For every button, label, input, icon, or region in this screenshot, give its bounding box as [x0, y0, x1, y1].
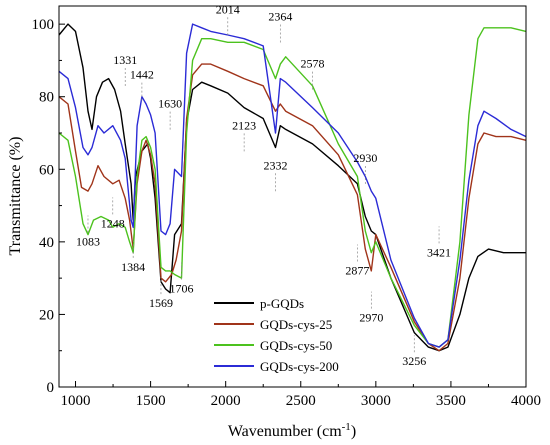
axes-layer	[58, 5, 527, 388]
peak-label: 2014	[216, 2, 240, 16]
peak-label: 2123	[232, 118, 256, 132]
peak-label: 1706	[170, 282, 194, 296]
y-tick-label: 100	[32, 17, 55, 33]
legend-label: GQDs-cys-25	[260, 317, 332, 332]
peak-label: 2930	[353, 151, 377, 165]
peak-label: 2332	[264, 158, 288, 172]
y-tick-label: 20	[39, 307, 54, 323]
series-layer	[58, 23, 527, 352]
peak-label: 2970	[359, 311, 383, 325]
legend: p-GQDs GQDs-cys-25 GQDs-cys-50 GQDs-cys-200	[214, 296, 339, 374]
legend-label: GQDs-cys-50	[260, 338, 332, 353]
x-tick-label: 3000	[361, 393, 391, 409]
ticks-layer: 1000 1500 2000 2500 3000 3500 4000 0 20 40 60 80 100	[32, 17, 542, 409]
series-line-4	[58, 23, 527, 348]
peak-label: 1569	[149, 296, 173, 310]
x-tick-label: 1500	[136, 393, 166, 409]
plot-frame	[58, 5, 527, 388]
x-tick-label: 1000	[61, 393, 91, 409]
y-axis-title: Transmittance (%)	[7, 137, 24, 256]
peak-label: 1331	[113, 53, 137, 67]
series-line-2	[58, 63, 527, 352]
peak-label: 2877	[345, 264, 369, 278]
peak-label: 1384	[121, 260, 145, 274]
peak-label: 1248	[101, 216, 125, 230]
x-tick-label: 4000	[511, 393, 541, 409]
y-tick-label: 60	[39, 162, 54, 178]
peak-label: 2578	[300, 57, 324, 71]
legend-label: p-GQDs	[260, 296, 304, 311]
x-tick-label: 3500	[436, 393, 466, 409]
peak-label: 1630	[158, 97, 182, 111]
peak-label: 1442	[130, 68, 154, 82]
x-tick-label: 2000	[211, 393, 241, 409]
peak-label: 1083	[76, 234, 100, 248]
y-tick-label: 40	[39, 235, 54, 251]
peak-label: 3256	[402, 354, 426, 368]
peak-label: 2364	[268, 10, 292, 24]
x-axis-title: Wavenumber (cm-1)	[228, 421, 356, 440]
peak-label: 3421	[427, 245, 451, 259]
y-tick-label: 0	[47, 380, 55, 396]
y-tick-label: 80	[39, 90, 54, 106]
series-line-1	[58, 23, 526, 352]
legend-label: GQDs-cys-200	[260, 359, 339, 374]
x-tick-label: 2500	[286, 393, 316, 409]
